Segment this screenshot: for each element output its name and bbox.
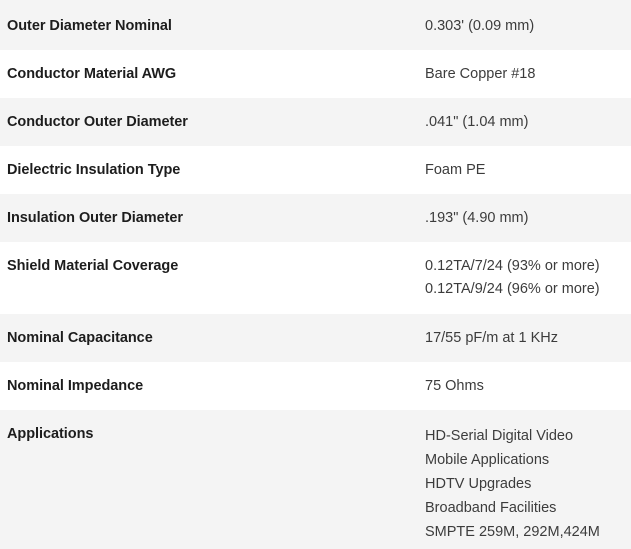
spec-value-line: .193" (4.90 mm)	[425, 210, 529, 226]
spec-value-line: .041" (1.04 mm)	[425, 114, 529, 130]
spec-value-line: HD-Serial Digital Video	[425, 428, 574, 444]
spec-label: Nominal Impedance	[7, 378, 144, 394]
spec-value: Bare Copper #18	[425, 50, 631, 86]
spec-value-line: 75 Ohms	[425, 378, 484, 394]
spec-label: Conductor Outer Diameter	[7, 114, 188, 130]
table-row: Conductor Material AWG Bare Copper #18	[0, 50, 631, 98]
table-row: Shield Material Coverage 0.12TA/7/24 (93…	[0, 242, 631, 314]
spec-value: .041" (1.04 mm)	[425, 98, 631, 134]
table-row: Outer Diameter Nominal 0.303' (0.09 mm)	[0, 2, 631, 50]
spec-value-line: Bare Copper #18	[425, 66, 536, 82]
table-row: Conductor Outer Diameter .041" (1.04 mm)	[0, 98, 631, 146]
spec-value-line: 0.12TA/9/24 (96% or more)	[425, 281, 600, 297]
spec-value-line: 0.303' (0.09 mm)	[425, 18, 535, 34]
spec-value: 75 Ohms	[425, 362, 631, 398]
spec-value: 0.303' (0.09 mm)	[425, 2, 631, 38]
spec-value-line: 0.12TA/7/24 (93% or more)	[425, 258, 600, 274]
spec-label: Conductor Material AWG	[7, 66, 177, 82]
table-top-spacer	[0, 0, 631, 2]
spec-label: Dielectric Insulation Type	[7, 162, 181, 178]
table-row: Dielectric Insulation Type Foam PE	[0, 146, 631, 194]
table-row: Nominal Capacitance 17/55 pF/m at 1 KHz	[0, 314, 631, 362]
spec-value-line: HDTV Upgrades	[425, 476, 532, 492]
table-row: Nominal Impedance 75 Ohms	[0, 362, 631, 410]
spec-value-line: 17/55 pF/m at 1 KHz	[425, 330, 558, 346]
table-row: Applications HD-Serial Digital Video Mob…	[0, 410, 631, 549]
spec-value: 0.12TA/7/24 (93% or more) 0.12TA/9/24 (9…	[425, 242, 631, 301]
table-row: Insulation Outer Diameter .193" (4.90 mm…	[0, 194, 631, 242]
spec-label: Nominal Capacitance	[7, 330, 153, 346]
spec-value: .193" (4.90 mm)	[425, 194, 631, 230]
spec-label: Applications	[7, 426, 94, 442]
spec-value: Foam PE	[425, 146, 631, 182]
spec-label: Shield Material Coverage	[7, 258, 179, 274]
spec-value-line: Foam PE	[425, 162, 486, 178]
spec-value: 17/55 pF/m at 1 KHz	[425, 314, 631, 350]
spec-label: Insulation Outer Diameter	[7, 210, 184, 226]
spec-value-line: SMPTE 259M, 292M,424M	[425, 524, 600, 540]
spec-label: Outer Diameter Nominal	[7, 18, 172, 34]
spec-value-line: Broadband Facilities	[425, 500, 557, 516]
spec-value-line: Mobile Applications	[425, 452, 550, 468]
spec-value: HD-Serial Digital Video Mobile Applicati…	[425, 410, 631, 544]
